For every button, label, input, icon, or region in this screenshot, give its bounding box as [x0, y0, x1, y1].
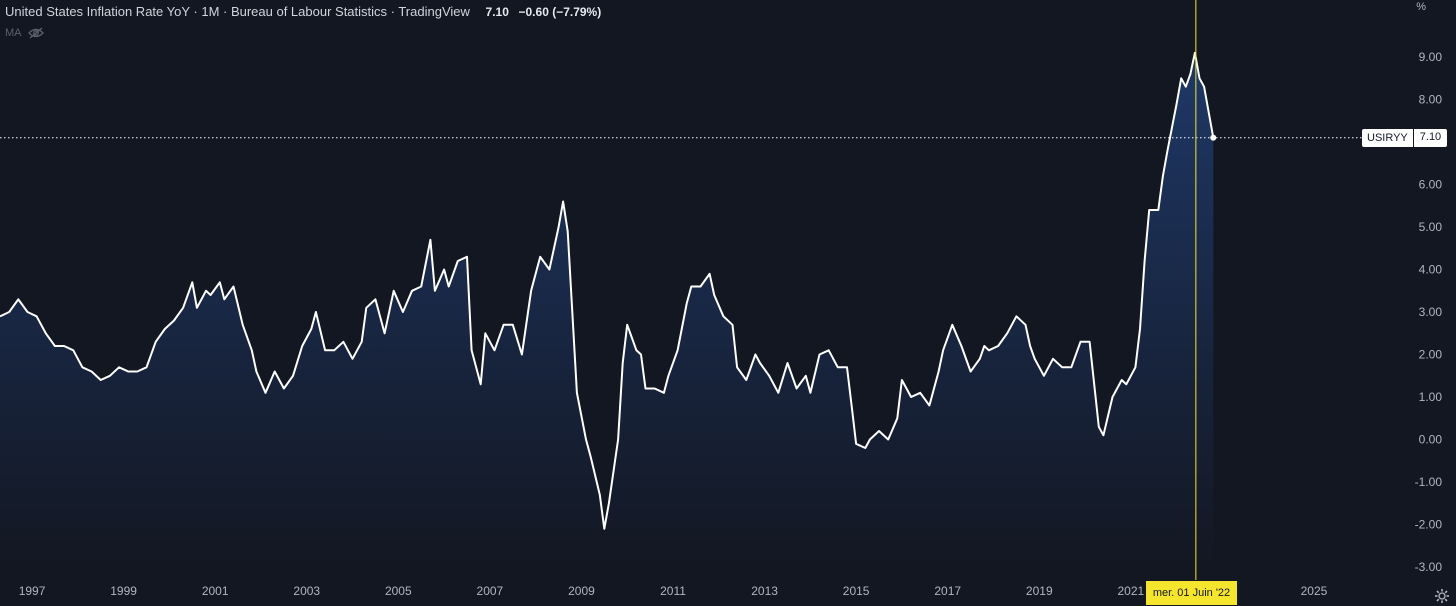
x-tick-label: 2019 [1026, 584, 1053, 598]
gear-icon[interactable] [1434, 588, 1450, 604]
x-tick-label: 2025 [1301, 584, 1328, 598]
y-tick-label: 9.00 [1419, 50, 1443, 64]
ma-indicator-label[interactable]: MA [5, 27, 22, 39]
x-tick-label: 2021 [1117, 584, 1144, 598]
y-tick-label: 5.00 [1419, 220, 1443, 234]
x-tick-label: 2015 [843, 584, 870, 598]
y-tick-label: 4.00 [1419, 263, 1443, 277]
y-unit-label: % [1416, 1, 1426, 13]
last-value: 7.10 [485, 5, 509, 19]
indicator-row[interactable]: MA [5, 27, 44, 39]
price-tag: USIRYY 7.10 [1362, 128, 1448, 147]
y-axis[interactable]: 9.008.007.006.005.004.003.002.001.000.00… [1415, 50, 1443, 574]
x-axis[interactable]: 1997 1999 2001 2003 2005 2007 2009 2011 2013 2015… [19, 584, 1328, 598]
series-line [0, 51, 1215, 530]
x-tick-label: 1997 [19, 584, 46, 598]
x-tick-label: 2005 [385, 584, 412, 598]
y-tick-label: -1.00 [1415, 475, 1443, 489]
eye-slash-icon[interactable] [27, 27, 44, 39]
y-tick-label: -3.00 [1415, 560, 1443, 574]
y-tick-label: 1.00 [1419, 390, 1443, 404]
x-tick-label: 2003 [293, 584, 320, 598]
x-tick-label: 2007 [477, 584, 504, 598]
y-tick-label: -2.00 [1415, 518, 1443, 532]
guide-lines [0, 0, 1403, 580]
y-tick-label: 2.00 [1419, 348, 1443, 362]
series-area [0, 52, 1214, 568]
y-tick-label: 0.00 [1419, 433, 1443, 447]
x-tick-label: 1999 [110, 584, 137, 598]
area-fill-layer [0, 52, 1214, 568]
x-tick-label: 2013 [751, 584, 778, 598]
x-tick-label: 2011 [660, 584, 686, 598]
chart-title: United States Inflation Rate YoY · 1M · … [5, 4, 470, 19]
y-tick-label: 8.00 [1419, 93, 1443, 107]
crosshair-date-label: mer. 01 Juin '22 [1145, 581, 1238, 605]
y-tick-label: 6.00 [1419, 178, 1443, 192]
x-tick-label: 2017 [934, 584, 961, 598]
chart-header: United States Inflation Rate YoY · 1M · … [5, 4, 601, 19]
price-tag-value: 7.10 [1412, 128, 1448, 147]
change-value: −0.60 (−7.79%) [518, 5, 602, 19]
price-tag-symbol: USIRYY [1362, 128, 1413, 147]
x-tick-label: 2009 [568, 584, 595, 598]
x-tick-label: 2001 [202, 584, 229, 598]
y-tick-label: 3.00 [1419, 305, 1443, 319]
